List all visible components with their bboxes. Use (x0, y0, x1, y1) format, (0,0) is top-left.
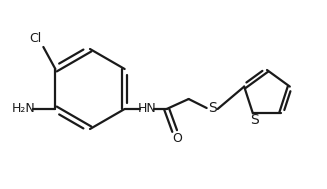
Text: O: O (173, 132, 182, 145)
Text: HN: HN (137, 102, 156, 115)
Text: Cl: Cl (29, 32, 42, 44)
Text: S: S (250, 113, 259, 127)
Text: H₂N: H₂N (11, 102, 35, 115)
Text: S: S (208, 101, 217, 115)
